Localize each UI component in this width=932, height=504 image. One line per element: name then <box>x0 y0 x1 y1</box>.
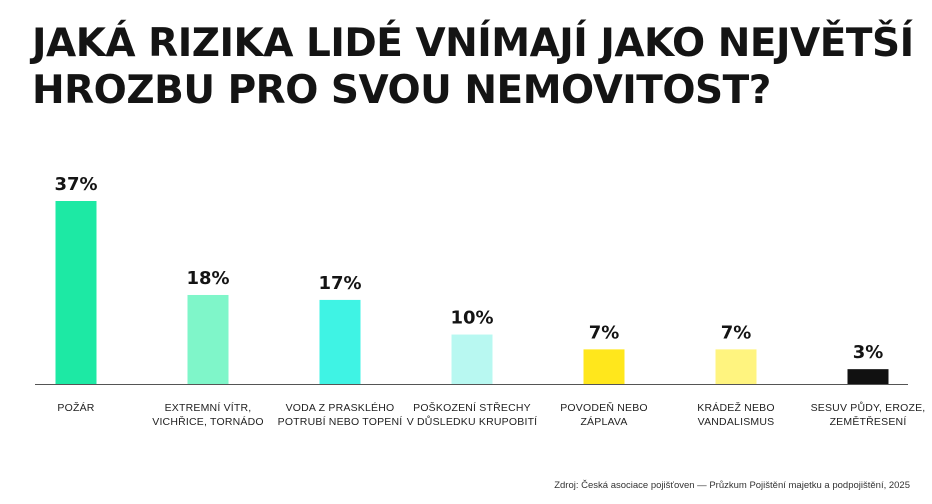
category-label-2-line-2: VICHŘICE, TORNÁDO <box>152 415 264 428</box>
category-label-7: SESUV PŮDY, EROZE, ZEMĚTŘESENÍ <box>811 401 926 428</box>
value-label-6: 7% <box>721 322 752 343</box>
bar-7 <box>847 369 889 384</box>
bar-1 <box>55 201 97 384</box>
value-label-5: 7% <box>589 322 620 343</box>
category-label-6: KRÁDEŽ NEBO VANDALISMUS <box>697 401 774 428</box>
category-label-6-line-2: VANDALISMUS <box>698 416 775 428</box>
category-label-2: EXTREMNÍ VÍTR, VICHŘICE, TORNÁDO <box>152 401 264 428</box>
bar-3 <box>319 299 361 384</box>
bar-5 <box>583 349 625 384</box>
category-label-1: POŽÁR <box>57 401 94 414</box>
bar-2 <box>187 294 229 384</box>
category-label-5-line-2: ZÁPLAVA <box>580 415 627 428</box>
value-label-7: 3% <box>853 342 884 363</box>
category-label-6-line-1: KRÁDEŽ NEBO <box>697 401 774 414</box>
chart-title-line-2: HROZBU PRO SVOU NEMOVITOST? <box>32 68 771 113</box>
bars-group <box>55 201 889 384</box>
value-label-2: 18% <box>186 268 229 289</box>
value-labels-group: 37% 18% 17% 10% 7% 7% 3% <box>54 174 883 363</box>
chart-title: JAKÁ RIZIKA LIDÉ VNÍMAJÍ JAKO NEJVĚTŠÍ H… <box>32 20 914 114</box>
value-label-4: 10% <box>450 308 493 329</box>
category-label-5-line-1: POVODEŇ NEBO <box>560 401 648 414</box>
bar-4 <box>451 334 493 384</box>
category-label-4: POŠKOZENÍ STŘECHY V DŮSLEDKU KRUPOBITÍ <box>407 401 538 428</box>
value-label-1: 37% <box>54 174 97 195</box>
chart-title-line-1: JAKÁ RIZIKA LIDÉ VNÍMAJÍ JAKO NEJVĚTŠÍ <box>32 21 914 66</box>
bar-6 <box>715 349 757 384</box>
category-label-3: VODA Z PRASKLÉHO POTRUBÍ NEBO TOPENÍ <box>278 401 403 428</box>
category-label-7-line-2: ZEMĚTŘESENÍ <box>830 415 907 428</box>
category-label-3-line-1: VODA Z PRASKLÉHO <box>286 401 395 414</box>
category-label-5: POVODEŇ NEBO ZÁPLAVA <box>560 401 648 428</box>
value-label-3: 17% <box>318 273 361 294</box>
category-label-3-line-2: POTRUBÍ NEBO TOPENÍ <box>278 415 403 428</box>
category-labels-group: POŽÁR EXTREMNÍ VÍTR, VICHŘICE, TORNÁDO VODA… <box>57 401 925 428</box>
category-label-4-line-2: V DŮSLEDKU KRUPOBITÍ <box>407 415 538 428</box>
category-label-7-line-1: SESUV PŮDY, EROZE, <box>811 401 926 414</box>
category-label-4-line-1: POŠKOZENÍ STŘECHY <box>413 401 531 414</box>
category-label-2-line-1: EXTREMNÍ VÍTR, <box>165 401 252 414</box>
source-note: Zdroj: Česká asociace pojišťoven — Průzk… <box>554 480 910 491</box>
category-label-1-line-1: POŽÁR <box>57 401 94 414</box>
